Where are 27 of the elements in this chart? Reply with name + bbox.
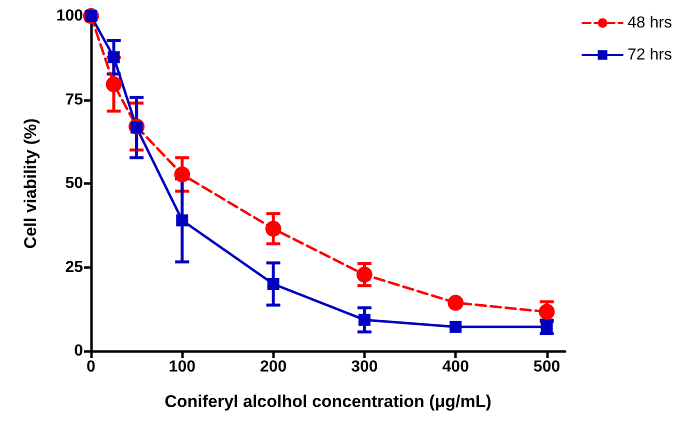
point (174, 166, 190, 182)
x-tick-label: 500 (533, 358, 560, 376)
point (267, 278, 280, 290)
x-tick-label: 200 (260, 358, 287, 376)
y-axis-title: Cell viability (%) (21, 118, 40, 249)
point (448, 294, 464, 311)
legend-label: 48 hrs (628, 14, 672, 32)
point (106, 76, 122, 92)
x-tick-label: 400 (442, 358, 470, 376)
point (540, 320, 553, 333)
y-tick-label: 25 (65, 258, 84, 276)
y-tick-label: 75 (65, 91, 84, 108)
legend-label: 72 hrs (628, 46, 672, 64)
point (358, 314, 370, 326)
y-tick-label: 0 (74, 342, 84, 360)
x-tick-label: 0 (86, 358, 96, 376)
x-tick-label: 300 (351, 358, 378, 376)
point (450, 320, 462, 333)
point (538, 304, 555, 320)
point (108, 51, 120, 64)
y-tick-label: 100 (56, 8, 84, 24)
point (356, 266, 372, 283)
x-tick-label: 100 (168, 358, 196, 376)
point (176, 214, 188, 226)
x-axis-title: Coniferyl alcolhol concentration (μg/mL) (164, 392, 492, 411)
point (265, 220, 282, 237)
y-tick-label: 50 (65, 175, 84, 192)
